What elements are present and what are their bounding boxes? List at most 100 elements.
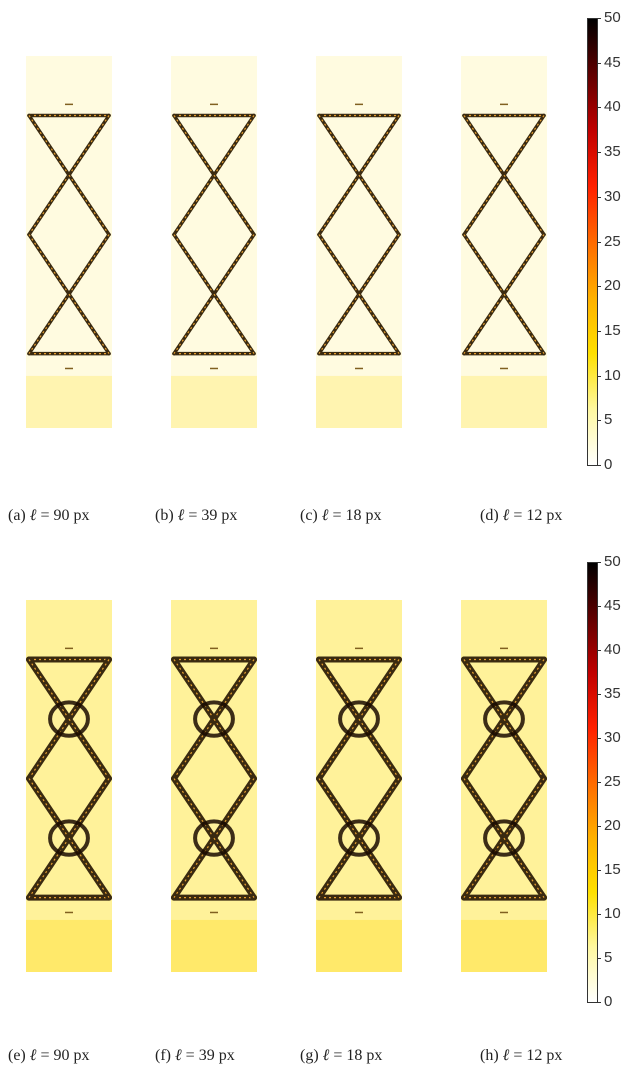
strut-highlight — [213, 778, 255, 839]
strut-highlight — [28, 718, 70, 779]
strut-highlight — [503, 659, 545, 720]
damage-zone — [193, 819, 235, 857]
panel-top-2 — [316, 56, 402, 428]
lattice — [26, 656, 112, 901]
grip-region — [316, 919, 402, 972]
caption-equals: = — [509, 507, 527, 524]
strut-highlight — [213, 837, 255, 898]
lattice — [462, 113, 546, 356]
panel-top-0 — [26, 56, 112, 428]
caption-label: (h) — [480, 1047, 499, 1064]
lattice — [27, 113, 111, 356]
caption-unit: px — [542, 1047, 563, 1064]
caption-ell: ℓ — [174, 1047, 182, 1064]
colorbar-tick-mark — [598, 375, 601, 377]
panel-caption: (a) ℓ = 90 px — [8, 507, 89, 525]
strut-highlight — [68, 174, 110, 235]
colorbar-tick-mark — [598, 196, 601, 198]
damage-zone — [338, 700, 380, 738]
strut-highlight — [28, 115, 70, 176]
caption-ell: ℓ — [502, 507, 510, 524]
strut-highlight — [463, 718, 505, 779]
strut-highlight — [68, 234, 110, 295]
panel-caption: (g) ℓ = 18 px — [300, 1047, 382, 1065]
colorbar-tick-mark — [598, 62, 601, 64]
grip-region — [171, 919, 257, 972]
colorbar-tick-label: 45 — [604, 597, 621, 614]
strut-highlight — [463, 115, 505, 176]
specimen-background — [26, 56, 112, 428]
specimen-image — [26, 56, 112, 428]
caption-value: 90 — [53, 1047, 70, 1064]
strut-highlight — [463, 837, 505, 898]
specimen-background — [316, 600, 402, 972]
colorbar-tick-mark — [598, 465, 601, 466]
strut-highlight — [463, 234, 505, 295]
lattice — [316, 656, 402, 901]
colorbar-tick-label: 40 — [604, 641, 621, 658]
strut-highlight — [358, 293, 400, 354]
strut-highlight — [173, 293, 215, 354]
panel-top-1 — [171, 56, 257, 428]
colorbar-tick-mark — [598, 1002, 601, 1003]
specimen-background — [171, 600, 257, 972]
caption-equals: = — [36, 1047, 54, 1064]
grip-region — [316, 375, 402, 428]
colorbar-tick-label: 15 — [604, 861, 621, 878]
strut-highlight — [28, 234, 70, 295]
panel-bottom-2 — [316, 600, 402, 972]
strut-highlight — [318, 718, 360, 779]
strut-highlight — [68, 778, 110, 839]
strut-highlight — [213, 718, 255, 779]
strut-highlight — [213, 293, 255, 354]
strut-highlight — [318, 293, 360, 354]
caption-ell: ℓ — [322, 1047, 330, 1064]
caption-label: (b) — [155, 507, 174, 524]
strut-highlight — [503, 234, 545, 295]
strut-highlight — [213, 659, 255, 720]
specimen-image — [461, 56, 547, 428]
strut-highlight — [173, 659, 215, 720]
colorbar-tick-label: 0 — [604, 456, 613, 473]
strut-highlight — [318, 659, 360, 720]
caption-unit: px — [542, 507, 563, 524]
colorbar-tick-mark — [598, 694, 601, 695]
strut-highlight — [173, 174, 215, 235]
colorbar-tick-label: 0 — [604, 993, 613, 1010]
panel-bottom-3 — [461, 600, 547, 972]
strut-highlight — [358, 718, 400, 779]
strut-highlight — [68, 718, 110, 779]
strut-highlight — [503, 718, 545, 779]
strut-highlight — [358, 837, 400, 898]
strut-highlight — [173, 778, 215, 839]
strut-highlight — [213, 234, 255, 295]
specimen-image — [171, 600, 257, 972]
strut-highlight — [213, 174, 255, 235]
grip-region — [26, 375, 112, 428]
strut-highlight — [463, 293, 505, 354]
caption-unit: px — [69, 1047, 90, 1064]
caption-equals: = — [509, 1047, 527, 1064]
caption-unit: px — [217, 507, 238, 524]
caption-value: 90 — [53, 507, 70, 524]
caption-label: (g) — [300, 1047, 319, 1064]
caption-unit: px — [69, 507, 90, 524]
panel-caption: (e) ℓ = 90 px — [8, 1047, 89, 1065]
strut-highlight — [318, 234, 360, 295]
colorbar-tick-label: 5 — [604, 411, 613, 429]
caption-label: (e) — [8, 1047, 26, 1064]
colorbar — [587, 562, 598, 1003]
caption-value: 18 — [345, 507, 362, 524]
caption-ell: ℓ — [177, 507, 185, 524]
damage-zone — [193, 700, 235, 738]
colorbar-tick-mark — [598, 286, 601, 288]
caption-unit: px — [362, 1047, 383, 1064]
colorbar-tick-mark — [598, 782, 601, 783]
caption-value: 39 — [201, 507, 218, 524]
colorbar-tick-label: 10 — [604, 905, 621, 922]
caption-ell: ℓ — [29, 1047, 37, 1064]
colorbar-tick-mark — [598, 562, 601, 563]
caption-equals: = — [36, 507, 54, 524]
strut-highlight — [358, 234, 400, 295]
colorbar-tick-label: 35 — [604, 685, 621, 702]
